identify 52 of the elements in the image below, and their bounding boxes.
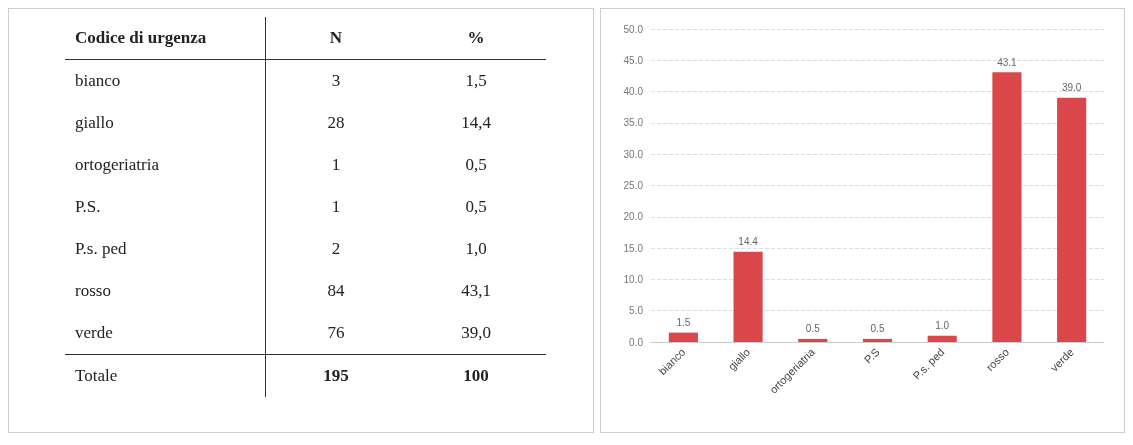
data-label: 39.0 bbox=[1061, 82, 1082, 94]
data-label: 1.5 bbox=[676, 317, 691, 329]
data-label: 43,1 bbox=[460, 280, 492, 302]
data-label: 1.0 bbox=[935, 320, 950, 332]
y-tick-label: 35.0 bbox=[623, 117, 644, 129]
category-label: giallo bbox=[65, 102, 266, 144]
data-label: 43.1 bbox=[997, 56, 1018, 68]
y-tick-label: 5.0 bbox=[629, 305, 644, 317]
data-label: 1 bbox=[330, 154, 342, 176]
y-tick-label: 40.0 bbox=[623, 86, 644, 98]
data-label: 0.5 bbox=[870, 323, 885, 335]
data-label: 28 bbox=[326, 112, 346, 134]
data-label: 0,5 bbox=[464, 154, 488, 176]
data-label: 76 bbox=[326, 322, 346, 344]
data-label: 0.5 bbox=[805, 323, 821, 335]
category-label: rosso bbox=[65, 270, 266, 312]
category-label: Totale bbox=[65, 354, 266, 397]
text: Codice di urgenza bbox=[65, 17, 266, 60]
category-label: P.s. ped bbox=[65, 228, 266, 270]
x-tick-label: P.S bbox=[861, 345, 882, 366]
y-tick-label: 50.0 bbox=[623, 23, 644, 35]
bar bbox=[798, 338, 828, 342]
data-label: 1,0 bbox=[464, 238, 488, 260]
data-label: 1 bbox=[330, 196, 342, 218]
data-label: 195 bbox=[265, 354, 406, 397]
y-tick-label: 25.0 bbox=[623, 180, 644, 191]
data-label: 14.4 bbox=[738, 236, 759, 248]
y-tick-label: 0.0 bbox=[629, 336, 644, 348]
bar bbox=[862, 338, 893, 342]
data-label: 3 bbox=[330, 70, 342, 92]
text: N bbox=[265, 17, 406, 60]
category-label: bianco bbox=[65, 59, 266, 102]
data-label: 0,5 bbox=[464, 196, 488, 218]
text: % bbox=[406, 17, 546, 60]
data-label: 1,5 bbox=[464, 70, 488, 92]
data-label: 100 bbox=[406, 354, 546, 397]
category-label: ortogeriatria bbox=[65, 144, 266, 186]
y-tick-label: 30.0 bbox=[623, 148, 644, 160]
bar bbox=[1057, 97, 1087, 342]
bar bbox=[992, 72, 1022, 342]
data-label: 39,0 bbox=[460, 322, 492, 344]
data-label: 14,4 bbox=[460, 112, 492, 134]
data-label: 84 bbox=[326, 280, 346, 302]
bar bbox=[668, 332, 698, 342]
y-tick-label: 45.0 bbox=[623, 54, 644, 66]
bar bbox=[927, 335, 957, 342]
category-label: P.S. bbox=[65, 186, 266, 228]
y-tick-label: 15.0 bbox=[623, 242, 644, 254]
data-label: 2 bbox=[330, 238, 342, 260]
y-tick-label: 20.0 bbox=[623, 211, 644, 223]
bar bbox=[733, 251, 763, 342]
y-tick-label: 10.0 bbox=[623, 273, 644, 285]
